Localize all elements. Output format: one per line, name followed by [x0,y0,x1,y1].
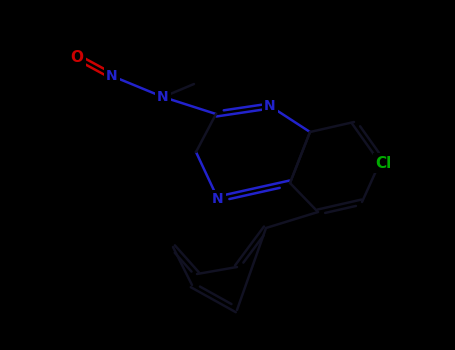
Text: N: N [157,90,169,104]
Text: Cl: Cl [375,155,391,170]
Text: N: N [212,192,224,206]
Text: O: O [71,49,84,64]
Text: N: N [106,69,118,83]
Text: N: N [264,99,276,113]
